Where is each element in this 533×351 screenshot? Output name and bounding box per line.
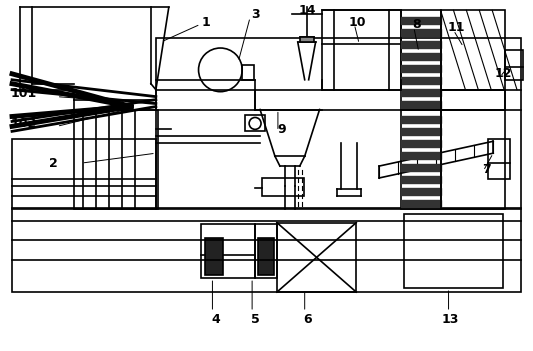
Text: 12: 12 bbox=[495, 67, 512, 80]
Text: 7: 7 bbox=[482, 163, 490, 176]
Bar bbox=[262, 178, 304, 196]
Bar bbox=[12, 139, 156, 209]
Text: 5: 5 bbox=[251, 313, 260, 326]
Bar bbox=[441, 90, 505, 110]
Bar bbox=[156, 38, 521, 209]
Bar bbox=[74, 110, 158, 209]
Bar bbox=[200, 224, 255, 278]
Text: 11: 11 bbox=[448, 21, 465, 34]
Text: 10: 10 bbox=[349, 16, 366, 29]
Text: 8: 8 bbox=[413, 18, 421, 31]
Text: 9: 9 bbox=[278, 123, 286, 136]
Bar bbox=[255, 224, 277, 278]
Text: 6: 6 bbox=[303, 313, 312, 326]
Bar bbox=[441, 90, 505, 209]
Text: 2: 2 bbox=[50, 157, 58, 170]
Bar bbox=[401, 110, 441, 209]
Bar bbox=[404, 214, 503, 288]
Text: 101: 101 bbox=[11, 87, 37, 100]
Bar bbox=[300, 37, 313, 42]
Text: 13: 13 bbox=[442, 313, 459, 326]
Text: 14: 14 bbox=[299, 4, 317, 17]
Bar bbox=[401, 10, 441, 110]
Text: 102: 102 bbox=[11, 117, 37, 130]
Bar bbox=[441, 10, 505, 90]
Bar bbox=[505, 50, 523, 80]
Bar bbox=[258, 238, 274, 275]
Bar bbox=[321, 10, 401, 90]
Bar bbox=[277, 223, 356, 292]
Bar bbox=[488, 139, 510, 179]
Bar bbox=[12, 208, 521, 292]
Text: 1: 1 bbox=[201, 16, 210, 29]
Bar bbox=[242, 65, 254, 80]
Text: 3: 3 bbox=[251, 8, 260, 21]
Bar bbox=[245, 115, 265, 131]
Text: 4: 4 bbox=[211, 313, 220, 326]
Bar bbox=[206, 238, 223, 275]
